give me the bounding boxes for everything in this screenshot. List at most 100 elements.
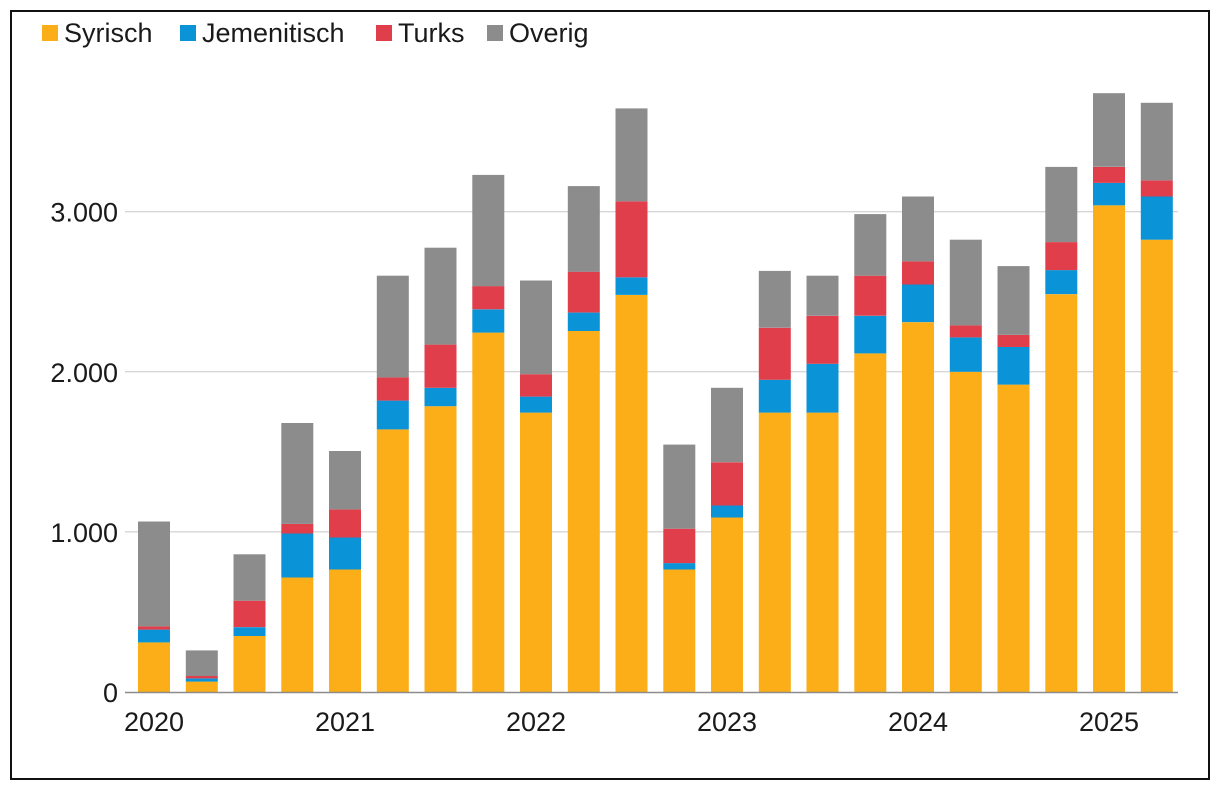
x-tick-label-2: 2022 (506, 707, 566, 737)
bar-turks-1 (185, 676, 218, 679)
bar-overig-2 (233, 554, 266, 601)
bar-turks-11 (663, 528, 696, 564)
y-tick-label-0: 0 (103, 678, 118, 708)
bar-syrisch-14 (806, 412, 839, 692)
bar-turks-19 (1045, 242, 1078, 271)
bar-overig-20 (1093, 93, 1125, 167)
bar-overig-21 (1140, 102, 1173, 181)
bar-jemenitisch-21 (1140, 196, 1173, 240)
x-tick-label-3: 2023 (697, 707, 757, 737)
bar-jemenitisch-2 (233, 627, 266, 636)
bar-syrisch-9 (567, 331, 600, 692)
x-tick-label-4: 2024 (888, 707, 948, 737)
bar-jemenitisch-19 (1045, 270, 1078, 295)
bar-syrisch-6 (424, 406, 457, 692)
bar-jemenitisch-13 (758, 379, 791, 413)
bar-turks-8 (520, 374, 552, 397)
bar-syrisch-13 (758, 412, 791, 692)
bar-turks-13 (758, 327, 791, 380)
bars (138, 93, 1173, 693)
bar-overig-17 (949, 239, 982, 326)
bar-turks-10 (615, 201, 648, 278)
bar-overig-18 (997, 266, 1030, 335)
bar-jemenitisch-4 (329, 537, 361, 570)
bar-syrisch-11 (663, 569, 696, 692)
bar-jemenitisch-15 (854, 315, 887, 354)
bar-syrisch-5 (376, 429, 409, 692)
bar-jemenitisch-7 (472, 309, 505, 333)
bar-syrisch-8 (520, 412, 552, 692)
bar-turks-16 (902, 261, 934, 285)
bar-syrisch-10 (615, 295, 648, 692)
y-tick-label-1: 1.000 (50, 518, 118, 548)
bar-turks-7 (472, 286, 505, 310)
y-axis: 0 1.000 2.000 3.000 (50, 198, 118, 708)
bar-jemenitisch-0 (138, 629, 170, 643)
bar-syrisch-16 (902, 322, 934, 692)
bar-overig-15 (854, 214, 887, 276)
bar-turks-4 (329, 509, 361, 538)
bar-syrisch-20 (1093, 205, 1125, 693)
bar-overig-19 (1045, 166, 1078, 243)
bar-turks-9 (567, 271, 600, 313)
bar-jemenitisch-8 (520, 396, 552, 413)
legend-label-syrisch: Syrisch (64, 18, 153, 48)
bar-jemenitisch-11 (663, 563, 696, 570)
bar-syrisch-19 (1045, 294, 1078, 692)
bar-overig-14 (806, 275, 839, 316)
bar-jemenitisch-16 (902, 284, 934, 323)
bar-jemenitisch-14 (806, 363, 839, 413)
bar-syrisch-4 (329, 569, 361, 692)
bar-overig-7 (472, 174, 505, 287)
bar-overig-0 (138, 521, 170, 627)
bar-syrisch-0 (138, 642, 170, 692)
bar-turks-6 (424, 344, 457, 388)
bar-syrisch-3 (281, 577, 314, 692)
bar-jemenitisch-5 (376, 400, 409, 430)
bar-syrisch-12 (711, 517, 743, 692)
legend-swatch-overig (487, 25, 503, 41)
bar-overig-4 (329, 451, 361, 510)
bar-overig-10 (615, 108, 648, 202)
legend-swatch-turks (376, 25, 392, 41)
bar-syrisch-17 (949, 371, 982, 692)
bar-overig-6 (424, 247, 457, 345)
legend: Syrisch Jemenitisch Turks Overig (42, 18, 589, 48)
bar-jemenitisch-10 (615, 277, 648, 295)
bar-syrisch-21 (1140, 239, 1173, 692)
bar-overig-12 (711, 387, 743, 463)
x-tick-label-0: 2020 (124, 707, 184, 737)
y-tick-label-3: 3.000 (50, 198, 118, 228)
bar-overig-16 (902, 196, 934, 262)
bar-jemenitisch-12 (711, 505, 743, 518)
bar-turks-5 (376, 377, 409, 401)
legend-swatch-syrisch (42, 25, 58, 41)
bar-syrisch-1 (185, 681, 218, 692)
x-axis: 2020 2021 2022 2023 2024 2025 (124, 691, 1178, 737)
bar-turks-12 (711, 462, 743, 506)
bar-jemenitisch-18 (997, 347, 1030, 385)
bar-syrisch-7 (472, 332, 505, 692)
bar-turks-0 (138, 626, 170, 630)
bar-overig-1 (185, 650, 218, 676)
bar-overig-8 (520, 280, 552, 375)
bar-turks-20 (1093, 166, 1125, 183)
bar-jemenitisch-20 (1093, 182, 1125, 206)
bar-turks-14 (806, 315, 839, 364)
bar-jemenitisch-3 (281, 533, 314, 578)
bar-turks-18 (997, 335, 1030, 347)
bar-turks-2 (233, 600, 266, 628)
bar-jemenitisch-1 (185, 678, 218, 682)
bar-syrisch-2 (233, 636, 266, 692)
bar-overig-3 (281, 423, 314, 524)
bar-turks-3 (281, 523, 314, 534)
legend-label-jemenitisch: Jemenitisch (202, 18, 345, 48)
bar-turks-21 (1140, 180, 1173, 197)
legend-label-overig: Overig (509, 18, 589, 48)
bar-jemenitisch-17 (949, 337, 982, 372)
y-tick-label-2: 2.000 (50, 358, 118, 388)
bar-turks-17 (949, 325, 982, 338)
bar-syrisch-15 (854, 353, 887, 692)
bar-overig-9 (567, 186, 600, 272)
